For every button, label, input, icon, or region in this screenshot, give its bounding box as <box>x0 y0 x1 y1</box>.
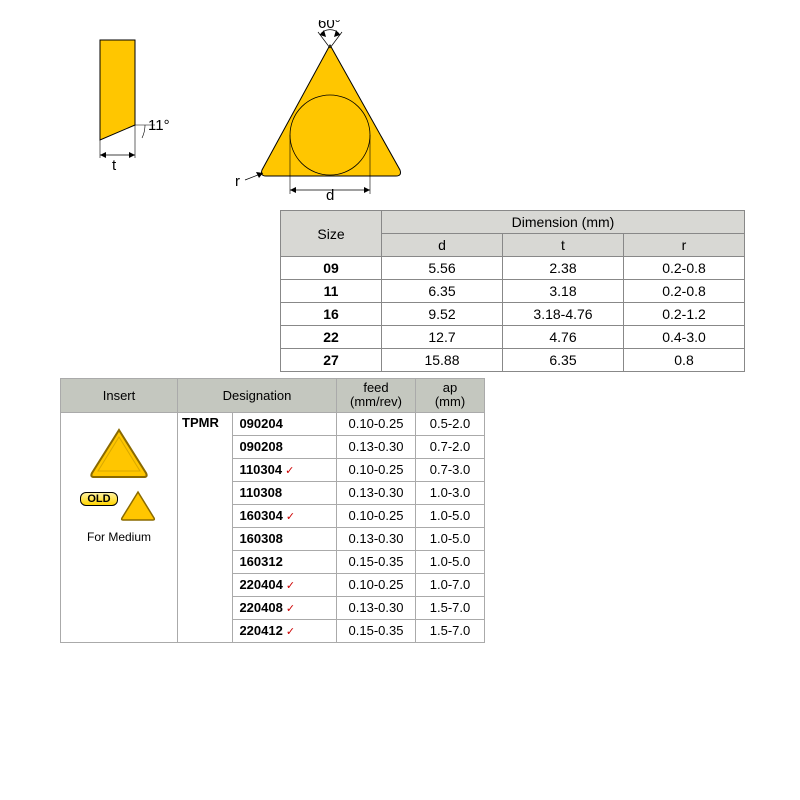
ap-cell: 1.0-7.0 <box>416 573 485 596</box>
designation-cell: 160312 <box>233 550 337 573</box>
ap-cell: 0.7-3.0 <box>416 458 485 481</box>
insert-header: Insert <box>61 379 178 413</box>
table-row: 2212.74.760.4-3.0 <box>281 326 745 349</box>
diagram-area: t 11° 60° r d <box>80 20 460 200</box>
feed-cell: 0.10-0.25 <box>337 504 416 527</box>
insert-cell: OLD For Medium <box>61 412 178 642</box>
table-row: 116.353.180.2-0.8 <box>281 280 745 303</box>
label-r: r <box>235 173 240 190</box>
ap-cell: 0.5-2.0 <box>416 412 485 435</box>
size-header: Size <box>281 211 382 257</box>
ap-cell: 0.7-2.0 <box>416 435 485 458</box>
dimension-header: Dimension (mm) <box>382 211 745 234</box>
ap-cell: 1.0-3.0 <box>416 481 485 504</box>
t-cell: 6.35 <box>503 349 624 372</box>
ap-cell: 1.0-5.0 <box>416 527 485 550</box>
designation-cell: 110308 <box>233 481 337 504</box>
size-table: Size Dimension (mm) d t r 095.562.380.2-… <box>280 210 745 372</box>
designation-cell: 090204 <box>233 412 337 435</box>
d-cell: 5.56 <box>382 257 503 280</box>
tpmr-label: TPMR <box>178 412 233 642</box>
angle-11: 11° <box>148 117 170 134</box>
table-row: OLDFor MediumTPMR0902040.10-0.250.5-2.0 <box>61 412 485 435</box>
feed-cell: 0.13-0.30 <box>337 596 416 619</box>
angle-60: 60° <box>318 20 341 32</box>
feed-cell: 0.15-0.35 <box>337 619 416 642</box>
triangle-diagram: 60° r d <box>230 20 460 200</box>
size-cell: 22 <box>281 326 382 349</box>
ap-header: ap(mm) <box>416 379 485 413</box>
size-cell: 27 <box>281 349 382 372</box>
designation-cell: 220412 <box>233 619 337 642</box>
designation-cell: 160304 <box>233 504 337 527</box>
t-cell: 3.18-4.76 <box>503 303 624 326</box>
ap-cell: 1.5-7.0 <box>416 619 485 642</box>
r-cell: 0.8 <box>624 349 745 372</box>
t-cell: 3.18 <box>503 280 624 303</box>
insert-triangle-icon <box>84 425 154 485</box>
ap-cell: 1.5-7.0 <box>416 596 485 619</box>
table-row: 169.523.18-4.760.2-1.2 <box>281 303 745 326</box>
ap-cell: 1.0-5.0 <box>416 504 485 527</box>
old-badge: OLD <box>80 492 117 506</box>
feed-cell: 0.13-0.30 <box>337 527 416 550</box>
size-cell: 16 <box>281 303 382 326</box>
table-row: 2715.886.350.8 <box>281 349 745 372</box>
for-medium-label: For Medium <box>65 530 173 544</box>
designation-cell: 220408 <box>233 596 337 619</box>
col-r: r <box>624 234 745 257</box>
d-cell: 6.35 <box>382 280 503 303</box>
d-cell: 15.88 <box>382 349 503 372</box>
d-cell: 9.52 <box>382 303 503 326</box>
label-t: t <box>112 157 117 174</box>
feed-cell: 0.15-0.35 <box>337 550 416 573</box>
col-d: d <box>382 234 503 257</box>
r-cell: 0.4-3.0 <box>624 326 745 349</box>
feed-cell: 0.10-0.25 <box>337 412 416 435</box>
designation-header: Designation <box>178 379 337 413</box>
feed-cell: 0.10-0.25 <box>337 458 416 481</box>
label-d: d <box>326 187 334 200</box>
table-row: 095.562.380.2-0.8 <box>281 257 745 280</box>
col-t: t <box>503 234 624 257</box>
side-profile-diagram: t 11° <box>80 30 190 180</box>
designation-cell: 110304 <box>233 458 337 481</box>
designation-cell: 090208 <box>233 435 337 458</box>
designation-cell: 220404 <box>233 573 337 596</box>
feed-cell: 0.10-0.25 <box>337 573 416 596</box>
t-cell: 4.76 <box>503 326 624 349</box>
ap-cell: 1.0-5.0 <box>416 550 485 573</box>
feed-header: feed(mm/rev) <box>337 379 416 413</box>
r-cell: 0.2-0.8 <box>624 257 745 280</box>
r-cell: 0.2-0.8 <box>624 280 745 303</box>
insert-table: Insert Designation feed(mm/rev) ap(mm) O… <box>60 378 485 643</box>
feed-cell: 0.13-0.30 <box>337 435 416 458</box>
designation-cell: 160308 <box>233 527 337 550</box>
size-cell: 09 <box>281 257 382 280</box>
d-cell: 12.7 <box>382 326 503 349</box>
t-cell: 2.38 <box>503 257 624 280</box>
feed-cell: 0.13-0.30 <box>337 481 416 504</box>
insert-triangle-small-icon <box>118 488 158 522</box>
r-cell: 0.2-1.2 <box>624 303 745 326</box>
size-cell: 11 <box>281 280 382 303</box>
